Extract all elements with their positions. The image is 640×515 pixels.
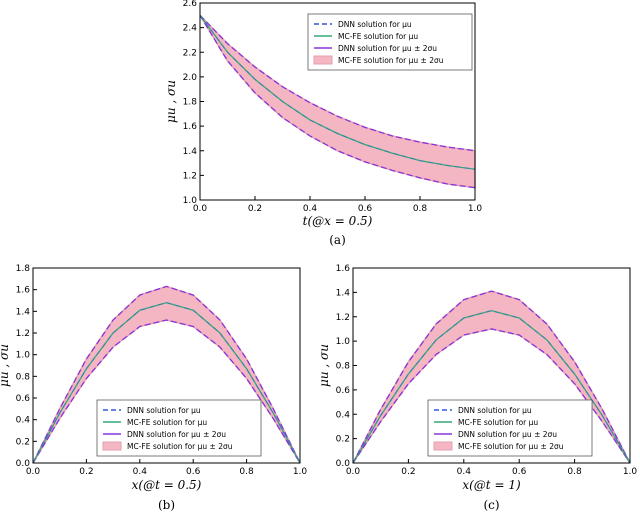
legend-entry: DNN solution for μu ± 2σu xyxy=(458,430,557,439)
y-tick-label: 1.2 xyxy=(183,171,197,181)
dnn-upper-line xyxy=(352,290,631,464)
plot-frame xyxy=(32,267,301,464)
x-tick-label: 0.4 xyxy=(303,204,318,214)
x-tick-label: 1.0 xyxy=(293,467,308,477)
subplot-caption: (a) xyxy=(329,233,346,247)
legend-box xyxy=(307,13,473,71)
y-tick-label: 0.4 xyxy=(336,410,351,420)
legend-entry: MC-FE solution for μu xyxy=(458,418,538,427)
subplot-caption: (b) xyxy=(158,498,175,512)
x-tick-label: 0.6 xyxy=(512,467,527,477)
dnn-lower-line xyxy=(32,319,301,464)
dnn-upper-line xyxy=(32,285,301,464)
y-axis-label: μu , σu xyxy=(164,80,178,123)
legend-entry: DNN solution for μu ± 2σu xyxy=(338,44,437,53)
legend-entry: DNN solution for μu ± 2σu xyxy=(127,430,226,439)
x-tick-label: 0.6 xyxy=(186,467,201,477)
y-tick-label: 0.8 xyxy=(336,362,351,372)
y-tick-label: 1.6 xyxy=(16,286,31,296)
dnn-lower-line xyxy=(199,14,476,189)
y-tick-label: 1.4 xyxy=(183,147,198,157)
y-tick-label: 1.6 xyxy=(183,122,198,132)
y-tick-label: 2.2 xyxy=(183,48,197,58)
legend-swatch xyxy=(433,441,453,451)
dnn-mean-line xyxy=(199,15,476,170)
y-tick-label: 0.8 xyxy=(16,372,31,382)
legend: DNN solution for μu MC-FE solution for μu… xyxy=(427,399,593,457)
x-axis-label: x(@t = 1) xyxy=(462,478,521,492)
legend-entry: MC-FE solution for μu xyxy=(338,32,418,41)
y-tick-label: 1.0 xyxy=(183,196,198,206)
legend-swatch xyxy=(313,55,333,65)
y-tick-label: 1.8 xyxy=(183,98,198,108)
y-tick-label: 1.0 xyxy=(16,351,31,361)
dnn-upper-line xyxy=(199,14,476,152)
y-tick-label: 0.2 xyxy=(336,435,350,445)
x-tick-label: 0.4 xyxy=(457,467,472,477)
x-tick-label: 0.0 xyxy=(346,467,361,477)
subplot-b: 0.0 0.2 0.4 0.6 0.8 1.0 0.0 0.2 0.4 0.6 0.8 1.0 1.2 1… xyxy=(0,264,307,512)
x-tick-label: 0.2 xyxy=(79,467,93,477)
y-tick-label: 1.4 xyxy=(16,307,31,317)
y-tick-label: 0.6 xyxy=(336,386,351,396)
y-tick-label: 0.0 xyxy=(16,459,31,469)
y-tick-label: 0.4 xyxy=(16,416,31,426)
x-axis-label: x(@t = 0.5) xyxy=(132,478,202,492)
dnn-lower-line xyxy=(352,328,631,464)
x-tick-label: 0.8 xyxy=(413,204,428,214)
x-axis-label: t(@x = 0.5) xyxy=(303,214,373,228)
x-tick-label: 0.0 xyxy=(26,467,41,477)
x-tick-label: 0.2 xyxy=(401,467,415,477)
legend-entry: DNN solution for μu xyxy=(458,406,532,415)
legend-entry: DNN solution for μu xyxy=(127,406,201,415)
legend-box xyxy=(96,399,262,457)
legend-entry: DNN solution for μu xyxy=(338,20,412,29)
legend-swatch xyxy=(102,441,122,451)
legend-entry: MC-FE solution for μu ± 2σu xyxy=(338,56,444,65)
x-tick-label: 0.0 xyxy=(193,204,208,214)
legend: DNN solution for μu MC-FE solution for μu… xyxy=(96,399,262,457)
y-tick-label: 1.0 xyxy=(336,337,351,347)
y-tick-label: 2.6 xyxy=(183,0,198,9)
x-tick-label: 1.0 xyxy=(468,204,483,214)
y-axis-label: μu , σu xyxy=(317,344,331,387)
legend-entry: MC-FE solution for μu xyxy=(127,418,207,427)
y-tick-label: 2.0 xyxy=(183,73,198,83)
subplot-a: 0.0 0.2 0.4 0.6 0.8 1.0 1.0 1.2 1.4 1.6 1.8 2.0 2.2 2… xyxy=(164,0,482,247)
subplot-caption: (c) xyxy=(483,498,499,512)
legend-box xyxy=(427,399,593,457)
x-tick-label: 0.4 xyxy=(133,467,148,477)
x-tick-label: 0.6 xyxy=(358,204,373,214)
dnn-mean-line xyxy=(32,302,301,464)
y-tick-label: 1.2 xyxy=(336,313,350,323)
x-tick-label: 1.0 xyxy=(623,467,638,477)
y-tick-label: 0.2 xyxy=(16,437,30,447)
y-tick-label: 0.0 xyxy=(336,459,351,469)
y-tick-label: 0.6 xyxy=(16,394,31,404)
legend-entry: MC-FE solution for μu ± 2σu xyxy=(458,442,564,451)
y-tick-label: 1.6 xyxy=(336,264,351,274)
x-tick-label: 0.8 xyxy=(567,467,582,477)
x-tick-label: 0.8 xyxy=(239,467,254,477)
dnn-mean-line xyxy=(352,310,631,464)
legend: DNN solution for μu MC-FE solution for μu… xyxy=(307,13,473,71)
y-tick-label: 2.4 xyxy=(183,24,198,34)
y-tick-label: 1.2 xyxy=(16,329,30,339)
subplot-c: 0.0 0.2 0.4 0.6 0.8 1.0 0.0 0.2 0.4 0.6 0.8 1.0 1.2 1… xyxy=(317,264,637,512)
x-tick-label: 0.2 xyxy=(248,204,262,214)
legend-entry: MC-FE solution for μu ± 2σu xyxy=(127,442,233,451)
y-axis-label: μu , σu xyxy=(0,344,11,387)
y-tick-label: 1.8 xyxy=(16,264,31,274)
y-tick-label: 1.4 xyxy=(336,288,351,298)
